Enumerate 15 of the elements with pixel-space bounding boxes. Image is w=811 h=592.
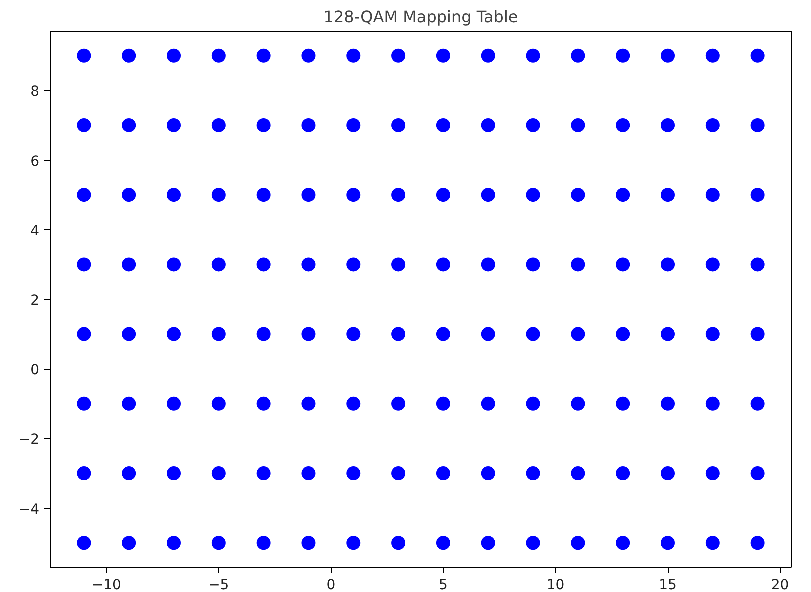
y-tick-label: 6 — [30, 154, 40, 170]
x-tick-label: −10 — [92, 578, 122, 592]
y-tick-label: −2 — [18, 432, 40, 448]
x-tick-label: 15 — [659, 578, 677, 592]
x-tick-label: 20 — [771, 578, 790, 592]
x-tick-label: 0 — [326, 578, 336, 592]
x-tick-label: 5 — [439, 578, 448, 592]
chart-title: 128-QAM Mapping Table — [324, 8, 518, 26]
y-tick-label: 0 — [30, 362, 40, 379]
x-tick-label: 10 — [546, 578, 565, 592]
y-tick-label: 8 — [30, 84, 40, 100]
x-tick-label: −5 — [208, 578, 230, 592]
y-tick-label: 2 — [30, 293, 40, 309]
y-tick-label: −4 — [18, 502, 40, 518]
y-tick-label: 4 — [30, 223, 40, 240]
